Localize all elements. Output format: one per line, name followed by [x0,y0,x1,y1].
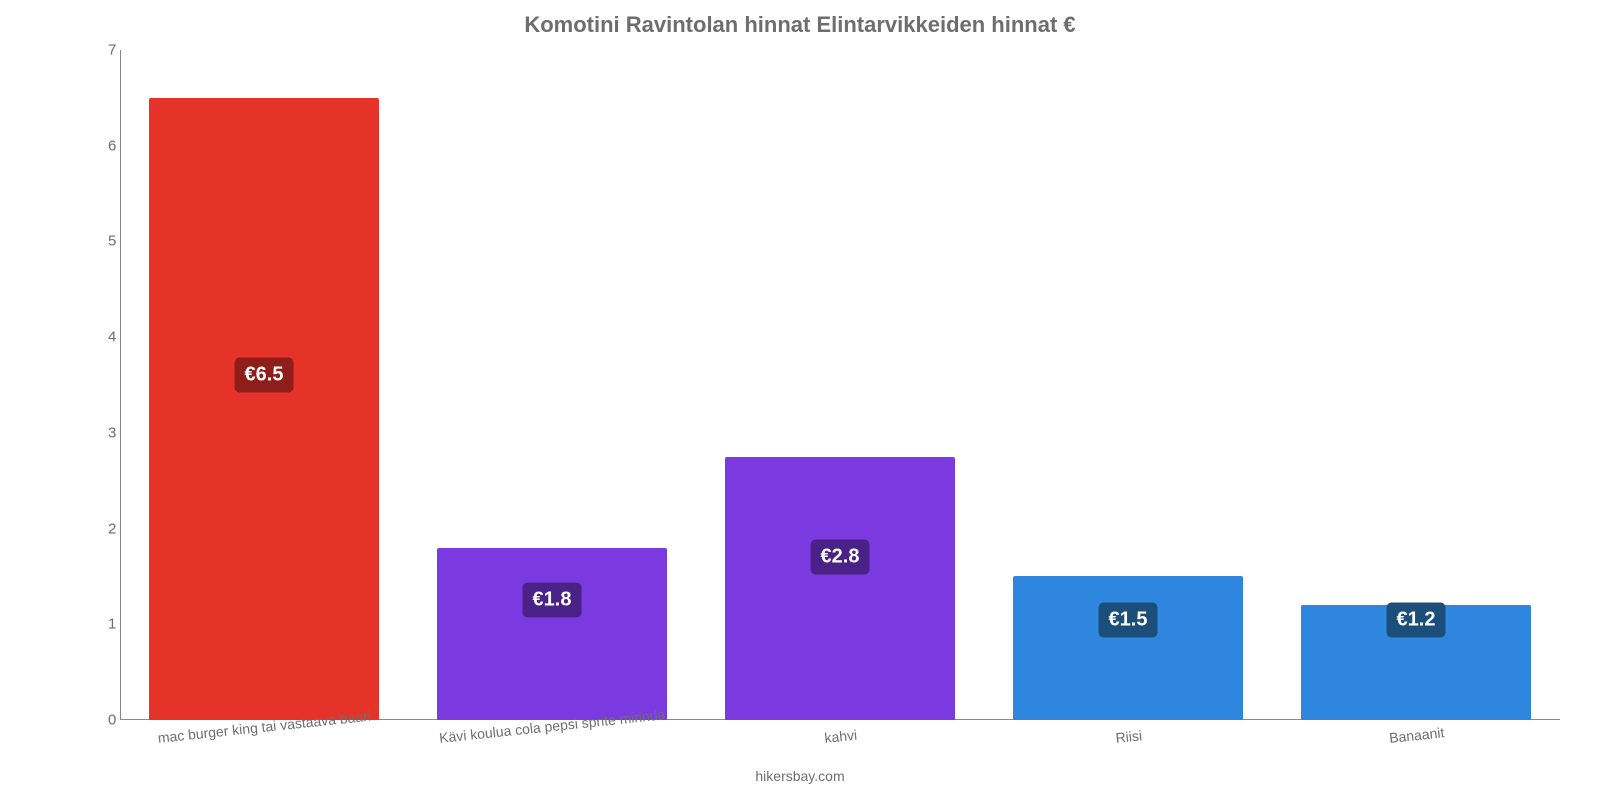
bar-value-label: €2.8 [811,540,870,575]
bar [437,548,667,720]
x-category-label: Banaanit [1388,724,1445,746]
bar [149,98,379,720]
bar-value-label: €1.8 [523,583,582,618]
bar-value-label: €1.2 [1387,602,1446,637]
bar [725,457,955,720]
attribution-text: hikersbay.com [755,768,844,784]
bar [1013,576,1243,720]
y-axis-line [120,50,121,720]
price-bar-chart: Komotini Ravintolan hinnat Elintarvikkei… [0,0,1600,800]
chart-title: Komotini Ravintolan hinnat Elintarvikkei… [0,0,1600,38]
bar-value-label: €6.5 [235,358,294,393]
x-category-label: Riisi [1115,727,1143,746]
x-category-label: kahvi [824,727,858,746]
bar-value-label: €1.5 [1099,602,1158,637]
plot-area: €6.5 €1.8 €2.8 €1.5 €1.2 [120,50,1560,720]
